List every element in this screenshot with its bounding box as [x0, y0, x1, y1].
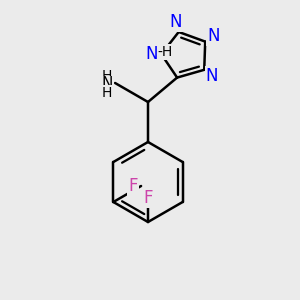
Text: H: H — [102, 69, 112, 83]
Text: N: N — [170, 13, 182, 31]
Text: N: N — [101, 76, 113, 92]
Text: F: F — [143, 189, 153, 207]
Text: H: H — [102, 86, 112, 100]
Text: N: N — [206, 67, 218, 85]
Text: N: N — [207, 27, 220, 45]
Text: N: N — [145, 45, 158, 63]
Text: -H: -H — [158, 45, 173, 59]
Text: F: F — [128, 177, 138, 195]
